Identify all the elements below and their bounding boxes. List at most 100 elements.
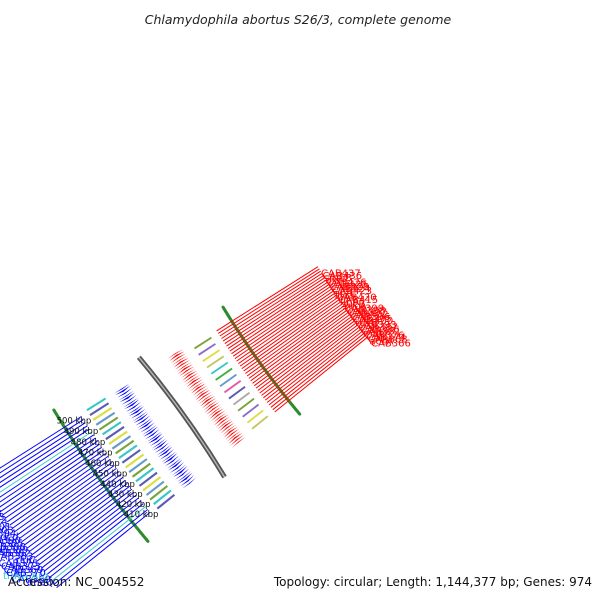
forward-cog-block (153, 489, 172, 505)
forward-leader-line (31, 482, 128, 556)
forward-leader-line (56, 512, 151, 588)
reverse-cog-block (232, 391, 251, 406)
reverse-leader-line (238, 294, 338, 365)
reverse-gene-label: CAB420 (337, 293, 377, 304)
kbp-tick-label: 480 kbp (71, 438, 106, 448)
forward-cds-arrow (130, 408, 146, 419)
reverse-leader-line (221, 272, 323, 339)
reverse-cds-arrow (203, 400, 218, 411)
forward-cds-arrow (154, 442, 170, 453)
forward-cds-arrow (116, 388, 133, 398)
reverse-cds-arrow (223, 426, 238, 438)
forward-cog-block (156, 493, 176, 510)
forward-cog-block (108, 430, 128, 445)
reverse-cog-block (210, 361, 229, 375)
reverse-leader-line (245, 303, 344, 374)
reverse-cog-block (194, 336, 212, 350)
reverse-leader-line (232, 288, 333, 357)
kbp-tick-label: 420 kbp (116, 500, 151, 510)
reverse-cds-arrow (188, 379, 203, 390)
forward-cds-arrow (133, 412, 149, 424)
forward-cds-arrow (121, 394, 137, 405)
forward-cds-arrow (178, 472, 193, 484)
reverse-cds-arrow (230, 434, 245, 446)
forward-leader-line (51, 506, 146, 582)
forward-gene-label: CAB385 (0, 539, 24, 550)
forward-cog-block (131, 462, 151, 478)
forward-leader-line (16, 464, 115, 536)
reverse-gene-label: CAB366 (371, 339, 411, 350)
kbp-tick-label: 430 kbp (108, 490, 143, 500)
reverse-cds-arrow (182, 370, 198, 381)
reverse-cds-arrow (197, 391, 212, 403)
forward-leader-line (18, 467, 117, 540)
reverse-cog-block (237, 397, 255, 412)
reverse-gene-label: CAB400 (354, 316, 394, 327)
reverse-cds-arrow (192, 385, 208, 396)
forward-gene-label: CAB389 (0, 545, 28, 556)
forward-cds-arrow (161, 451, 177, 463)
label-leader-lines (0, 266, 369, 588)
reverse-cds-arrow (180, 368, 196, 379)
forward-cog-block (115, 439, 135, 455)
reverse-cds-arrow (201, 398, 217, 409)
reverse-cds-arrow (231, 436, 246, 449)
forward-cog-block (89, 402, 110, 417)
reverse-gene-label: CAB399 (344, 303, 384, 314)
reverse-cds-arrow (207, 406, 223, 418)
forward-leader-line (0, 425, 88, 484)
reverse-gene-label: CAB423 (332, 286, 372, 297)
reverse-cds-arrow (173, 357, 189, 368)
reverse-leader-line (254, 313, 351, 387)
forward-leader-line (38, 491, 135, 566)
reverse-cds-arrow (217, 418, 232, 430)
forward-leader-line (0, 443, 100, 513)
forward-cds-arrow (164, 455, 180, 467)
reverse-gene-label: CAB428 (330, 282, 370, 293)
forward-cds-arrow (124, 399, 140, 410)
forward-cog-block (142, 476, 162, 492)
forward-cds-arrow (115, 385, 131, 396)
reverse-cds-arrow (172, 355, 188, 366)
forward-cds-arrow (138, 419, 154, 430)
forward-cds-arrow (171, 464, 187, 476)
reverse-gene-label: dxr (325, 275, 342, 286)
forward-cds-arrow (140, 422, 155, 433)
reverse-cds-arrow (200, 395, 215, 407)
reverse-leader-line (224, 277, 326, 345)
forward-cog-block (92, 407, 113, 421)
reverse-leader-line (270, 332, 366, 408)
reverse-leader-line (274, 336, 369, 413)
forward-gene-label: CAB370 (6, 568, 46, 579)
reverse-gene-label: CAB425 (328, 280, 368, 291)
reverse-gene-label: CAB398 (346, 306, 386, 317)
reverse-leader-line (239, 296, 339, 367)
reverse-leader-line (246, 305, 345, 377)
reverse-cds-arrow (175, 359, 191, 370)
forward-cog-block (121, 449, 141, 464)
reverse-cds-arrow (222, 424, 237, 436)
forward-cds-arrow (144, 428, 160, 440)
forward-gene-label: CAB382 (0, 549, 31, 560)
accession-text: Accession: NC_004552 (8, 575, 144, 589)
reverse-cds-arrow (169, 351, 185, 361)
forward-cds-arrow (151, 438, 167, 449)
forward-gene-label: CAB412 (0, 515, 7, 526)
map-title: Chlamydophila abortus S26/3, complete ge… (145, 12, 452, 27)
reverse-cds-arrow (195, 389, 211, 401)
reverse-cds-arrow (215, 416, 230, 428)
reverse-cog-block (219, 373, 237, 388)
reverse-leader-line (216, 266, 319, 332)
reverse-leader-line (227, 281, 329, 350)
reverse-gene-label: CAB415 (338, 295, 378, 306)
reverse-cog-block (202, 349, 221, 362)
forward-cds-arrow (132, 411, 148, 422)
reverse-gene-label: smpB (324, 273, 352, 284)
forward-cog-block (138, 471, 158, 487)
forward-leader-line (28, 479, 126, 553)
kbp-tick-label: 460 kbp (85, 459, 120, 469)
reverse-leader-line (268, 330, 364, 406)
forward-cds-arrow (166, 457, 182, 469)
forward-leader-line (7, 452, 107, 523)
forward-leader-line (0, 419, 84, 474)
